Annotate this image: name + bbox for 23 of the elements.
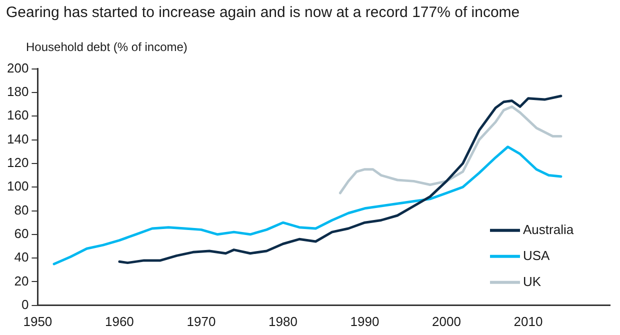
y-axis-title: Household debt (% of income) xyxy=(26,40,188,54)
legend-label: UK xyxy=(523,274,542,289)
legend-label: USA xyxy=(523,248,550,263)
legend-label: Australia xyxy=(523,222,574,237)
x-tick-label: 1960 xyxy=(104,314,134,329)
y-tick-label: 20 xyxy=(14,273,29,288)
y-tick-label: 60 xyxy=(14,226,29,241)
y-tick-label: 200 xyxy=(6,60,29,76)
x-tick-label: 2000 xyxy=(432,314,461,329)
y-tick-label: 180 xyxy=(6,84,29,100)
y-tick-label: 160 xyxy=(6,108,29,123)
y-tick-label: 0 xyxy=(21,296,29,312)
x-tick-label: 1950 xyxy=(23,314,52,329)
x-tick-label: 2010 xyxy=(514,314,543,329)
y-tick-label: 140 xyxy=(6,131,29,146)
y-tick-label: 120 xyxy=(6,155,29,170)
chart-title: Gearing has started to increase again and is now at a record 177% of income xyxy=(6,4,520,21)
y-tick-label: 80 xyxy=(14,202,29,218)
x-tick-label: 1990 xyxy=(350,314,380,329)
x-tick-label: 1980 xyxy=(268,314,298,329)
y-tick-label: 40 xyxy=(14,250,29,265)
y-tick-label: 100 xyxy=(6,178,29,194)
x-tick-label: 1970 xyxy=(186,314,216,329)
